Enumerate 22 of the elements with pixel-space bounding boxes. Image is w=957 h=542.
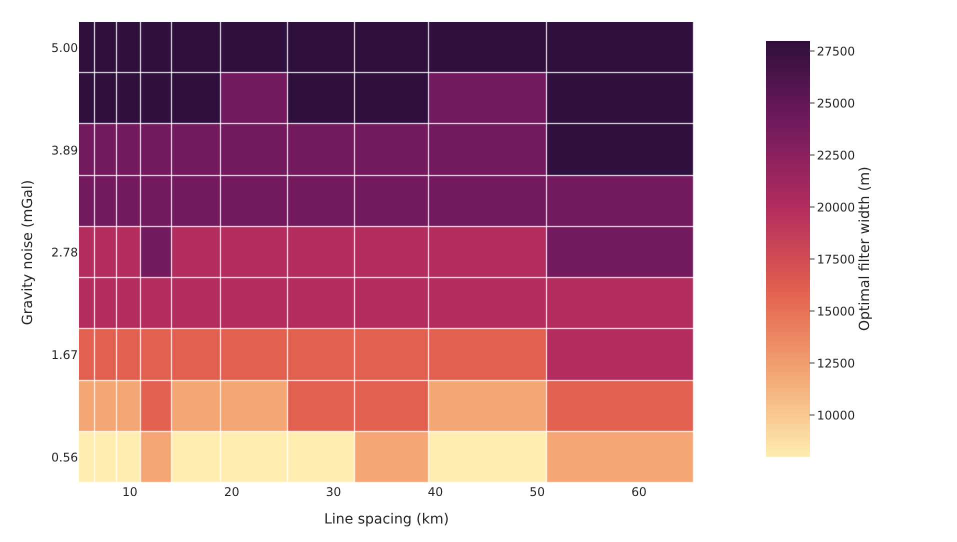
x-tick-label: 30 bbox=[326, 485, 342, 499]
x-tick-label: 50 bbox=[530, 485, 545, 499]
x-tick-label: 10 bbox=[122, 485, 138, 499]
color-bar-label: 20000 bbox=[816, 200, 856, 214]
color-bar-label: 17500 bbox=[816, 252, 856, 266]
y-tick-label: 1.67 bbox=[51, 348, 78, 362]
y-tick-label: 2.78 bbox=[51, 246, 78, 260]
color-bar-title: Optimal filter width (m) bbox=[857, 166, 874, 332]
y-tick-label: 3.89 bbox=[51, 143, 78, 158]
color-bar-label: 25000 bbox=[816, 96, 856, 110]
x-tick-label: 40 bbox=[428, 485, 444, 499]
color-bar-label: 10000 bbox=[816, 408, 856, 422]
y-tick-label: 5.00 bbox=[51, 40, 78, 55]
color-bar-label: 27500 bbox=[816, 44, 856, 58]
y-axis-title: Gravity noise (mGal) bbox=[20, 180, 36, 326]
color-bar-label: 15000 bbox=[816, 304, 856, 318]
x-axis-title: Line spacing (km) bbox=[324, 511, 449, 528]
x-tick-label: 60 bbox=[631, 485, 647, 499]
x-tick-label: 20 bbox=[224, 485, 240, 499]
y-tick-label: 0.56 bbox=[51, 450, 78, 465]
color-bar-label: 22500 bbox=[816, 148, 856, 162]
color-bar-label: 12500 bbox=[816, 356, 856, 370]
